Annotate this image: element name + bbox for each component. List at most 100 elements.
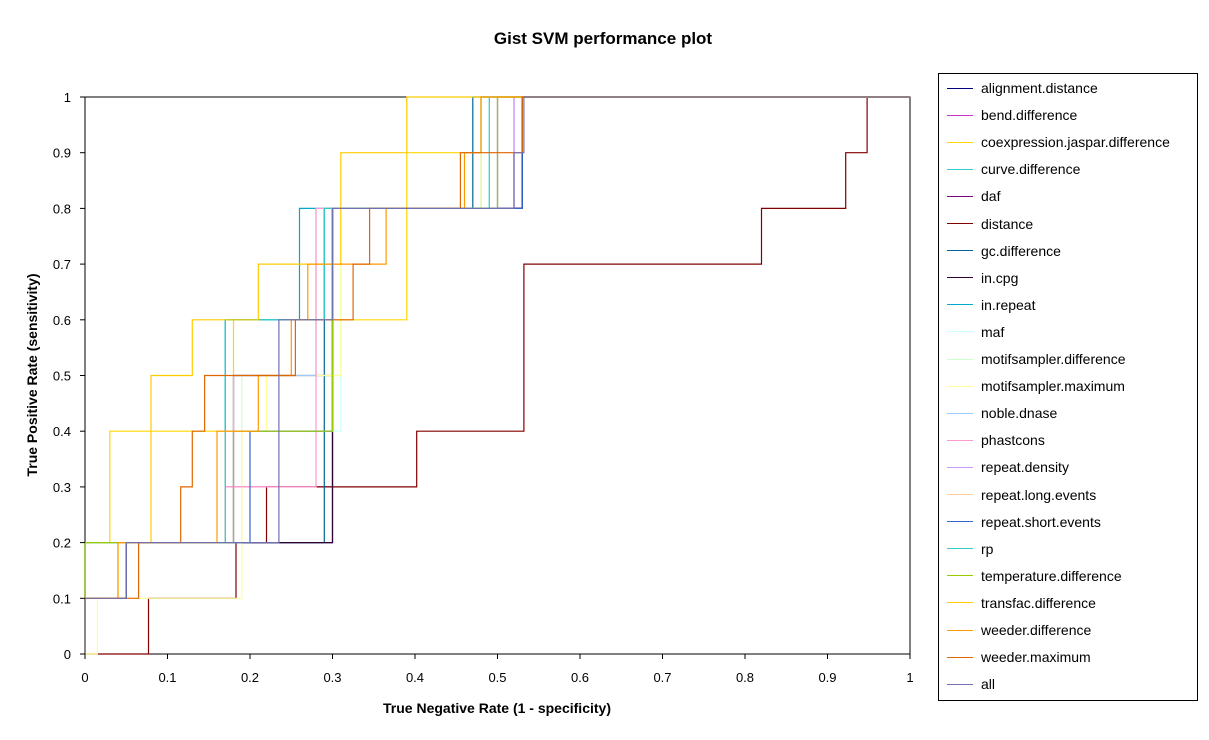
chart-title: Gist SVM performance plot	[494, 29, 713, 48]
legend-label: distance	[981, 215, 1034, 232]
legend-swatch	[947, 548, 973, 550]
tick-layer: 0 0.1 0.2 0.3 0.4 0.5 0.6 0.7 0.8 0.9 1 0 0.1 0.2 0.3 0…	[53, 90, 914, 685]
legend-swatch	[947, 575, 973, 577]
y-tick-label: 0	[64, 647, 71, 662]
legend-item: repeat.short.events	[947, 513, 1101, 531]
legend-item: phastcons	[947, 431, 1045, 449]
legend-label: weeder.maximum	[981, 649, 1091, 666]
legend-item: in.repeat	[947, 296, 1035, 314]
series-line-motifsampler-maximum	[85, 96, 910, 655]
legend-item: repeat.long.events	[947, 486, 1096, 504]
x-tick-label: 1	[906, 670, 913, 685]
x-tick-label: 0.8	[736, 670, 754, 685]
x-tick-label: 0.6	[571, 670, 589, 685]
y-tick-label: 0.3	[53, 480, 71, 495]
legend-swatch	[947, 141, 973, 143]
y-tick-label: 0.2	[53, 536, 71, 551]
legend-swatch	[947, 87, 973, 89]
legend-item: coexpression.jaspar.difference	[947, 133, 1170, 151]
legend-item: repeat.density	[947, 458, 1069, 476]
y-tick-label: 0.1	[53, 591, 71, 606]
y-tick-label: 0.8	[53, 201, 71, 216]
legend-item: curve.difference	[947, 160, 1080, 178]
legend-label: noble.dnase	[981, 405, 1058, 422]
legend-label: transfac.difference	[981, 594, 1096, 611]
legend-swatch	[947, 494, 973, 495]
legend-label: alignment.distance	[981, 80, 1098, 96]
legend-item: motifsampler.maximum	[947, 377, 1125, 395]
legend-label: maf	[981, 323, 1005, 340]
legend-item: alignment.distance	[947, 79, 1098, 97]
legend-item: weeder.maximum	[947, 648, 1091, 666]
legend-item: in.cpg	[947, 269, 1018, 287]
legend-label: motifsampler.difference	[981, 351, 1126, 367]
legend-swatch	[947, 331, 973, 333]
legend-label: in.repeat	[981, 296, 1036, 313]
legend-swatch	[947, 521, 973, 523]
x-tick-label: 0.4	[406, 670, 424, 685]
y-tick-label: 1	[64, 90, 71, 105]
legend-swatch	[947, 412, 973, 414]
legend-label: motifsampler.maximum	[981, 378, 1125, 395]
legend-item: noble.dnase	[947, 404, 1057, 422]
legend-swatch	[947, 656, 973, 658]
series-line-all	[84, 96, 910, 654]
x-tick-label: 0.9	[818, 670, 836, 685]
x-tick-label: 0.3	[323, 670, 341, 685]
y-tick-label: 0.9	[53, 146, 71, 161]
legend-swatch	[947, 168, 973, 170]
legend-swatch	[947, 385, 973, 387]
legend-swatch	[947, 304, 973, 306]
legend-item: gc.difference	[947, 242, 1061, 260]
y-axis-title: True Positive Rate (sensitivity)	[24, 273, 40, 476]
legend-swatch	[947, 114, 973, 116]
y-tick-label: 0.5	[53, 369, 71, 384]
y-tick-label: 0.7	[53, 257, 71, 272]
legend-label: temperature.difference	[981, 567, 1122, 584]
legend-swatch	[947, 195, 973, 197]
legend-item: maf	[947, 323, 1004, 341]
legend-item: daf	[947, 187, 1000, 205]
legend-label: rp	[981, 540, 994, 557]
legend-label: in.cpg	[981, 269, 1019, 286]
legend-item: weeder.difference	[947, 621, 1091, 639]
legend-label: coexpression.jaspar.difference	[981, 134, 1170, 151]
x-tick-label: 0.2	[241, 670, 259, 685]
x-axis-title: True Negative Rate (1 - specificity)	[383, 700, 611, 716]
legend-label: repeat.short.events	[981, 513, 1101, 530]
legend-label: all	[981, 676, 996, 693]
series-layer	[84, 96, 910, 655]
x-tick-label: 0	[81, 670, 88, 685]
legend-swatch	[947, 602, 973, 604]
chart-legend: alignment.distance bend.difference coexpre…	[938, 73, 1198, 701]
legend-label: curve.difference	[981, 161, 1081, 178]
legend-swatch	[947, 629, 973, 631]
legend-swatch	[947, 466, 973, 468]
legend-swatch	[947, 223, 973, 224]
y-tick-label: 0.6	[53, 313, 71, 328]
legend-label: daf	[981, 188, 1001, 205]
legend-label: bend.difference	[981, 107, 1078, 124]
legend-item: distance	[947, 215, 1033, 233]
x-tick-label: 0.5	[488, 670, 506, 685]
x-tick-label: 0.1	[158, 670, 176, 685]
legend-item: temperature.difference	[947, 567, 1122, 585]
x-tick-label: 0.7	[653, 670, 671, 685]
legend-swatch	[947, 683, 973, 685]
y-tick-label: 0.4	[53, 424, 71, 439]
legend-swatch	[947, 358, 973, 360]
legend-swatch	[947, 277, 973, 279]
legend-label: gc.difference	[981, 242, 1061, 259]
legend-label: weeder.difference	[981, 622, 1092, 638]
legend-label: phastcons	[981, 432, 1045, 449]
legend-item: motifsampler.difference	[947, 350, 1125, 368]
legend-item: bend.difference	[947, 106, 1077, 124]
legend-swatch	[947, 439, 973, 441]
legend-item: rp	[947, 540, 993, 558]
legend-swatch	[947, 250, 973, 252]
legend-label: repeat.long.events	[981, 486, 1097, 503]
legend-label: repeat.density	[981, 459, 1069, 476]
legend-item: all	[947, 675, 995, 693]
